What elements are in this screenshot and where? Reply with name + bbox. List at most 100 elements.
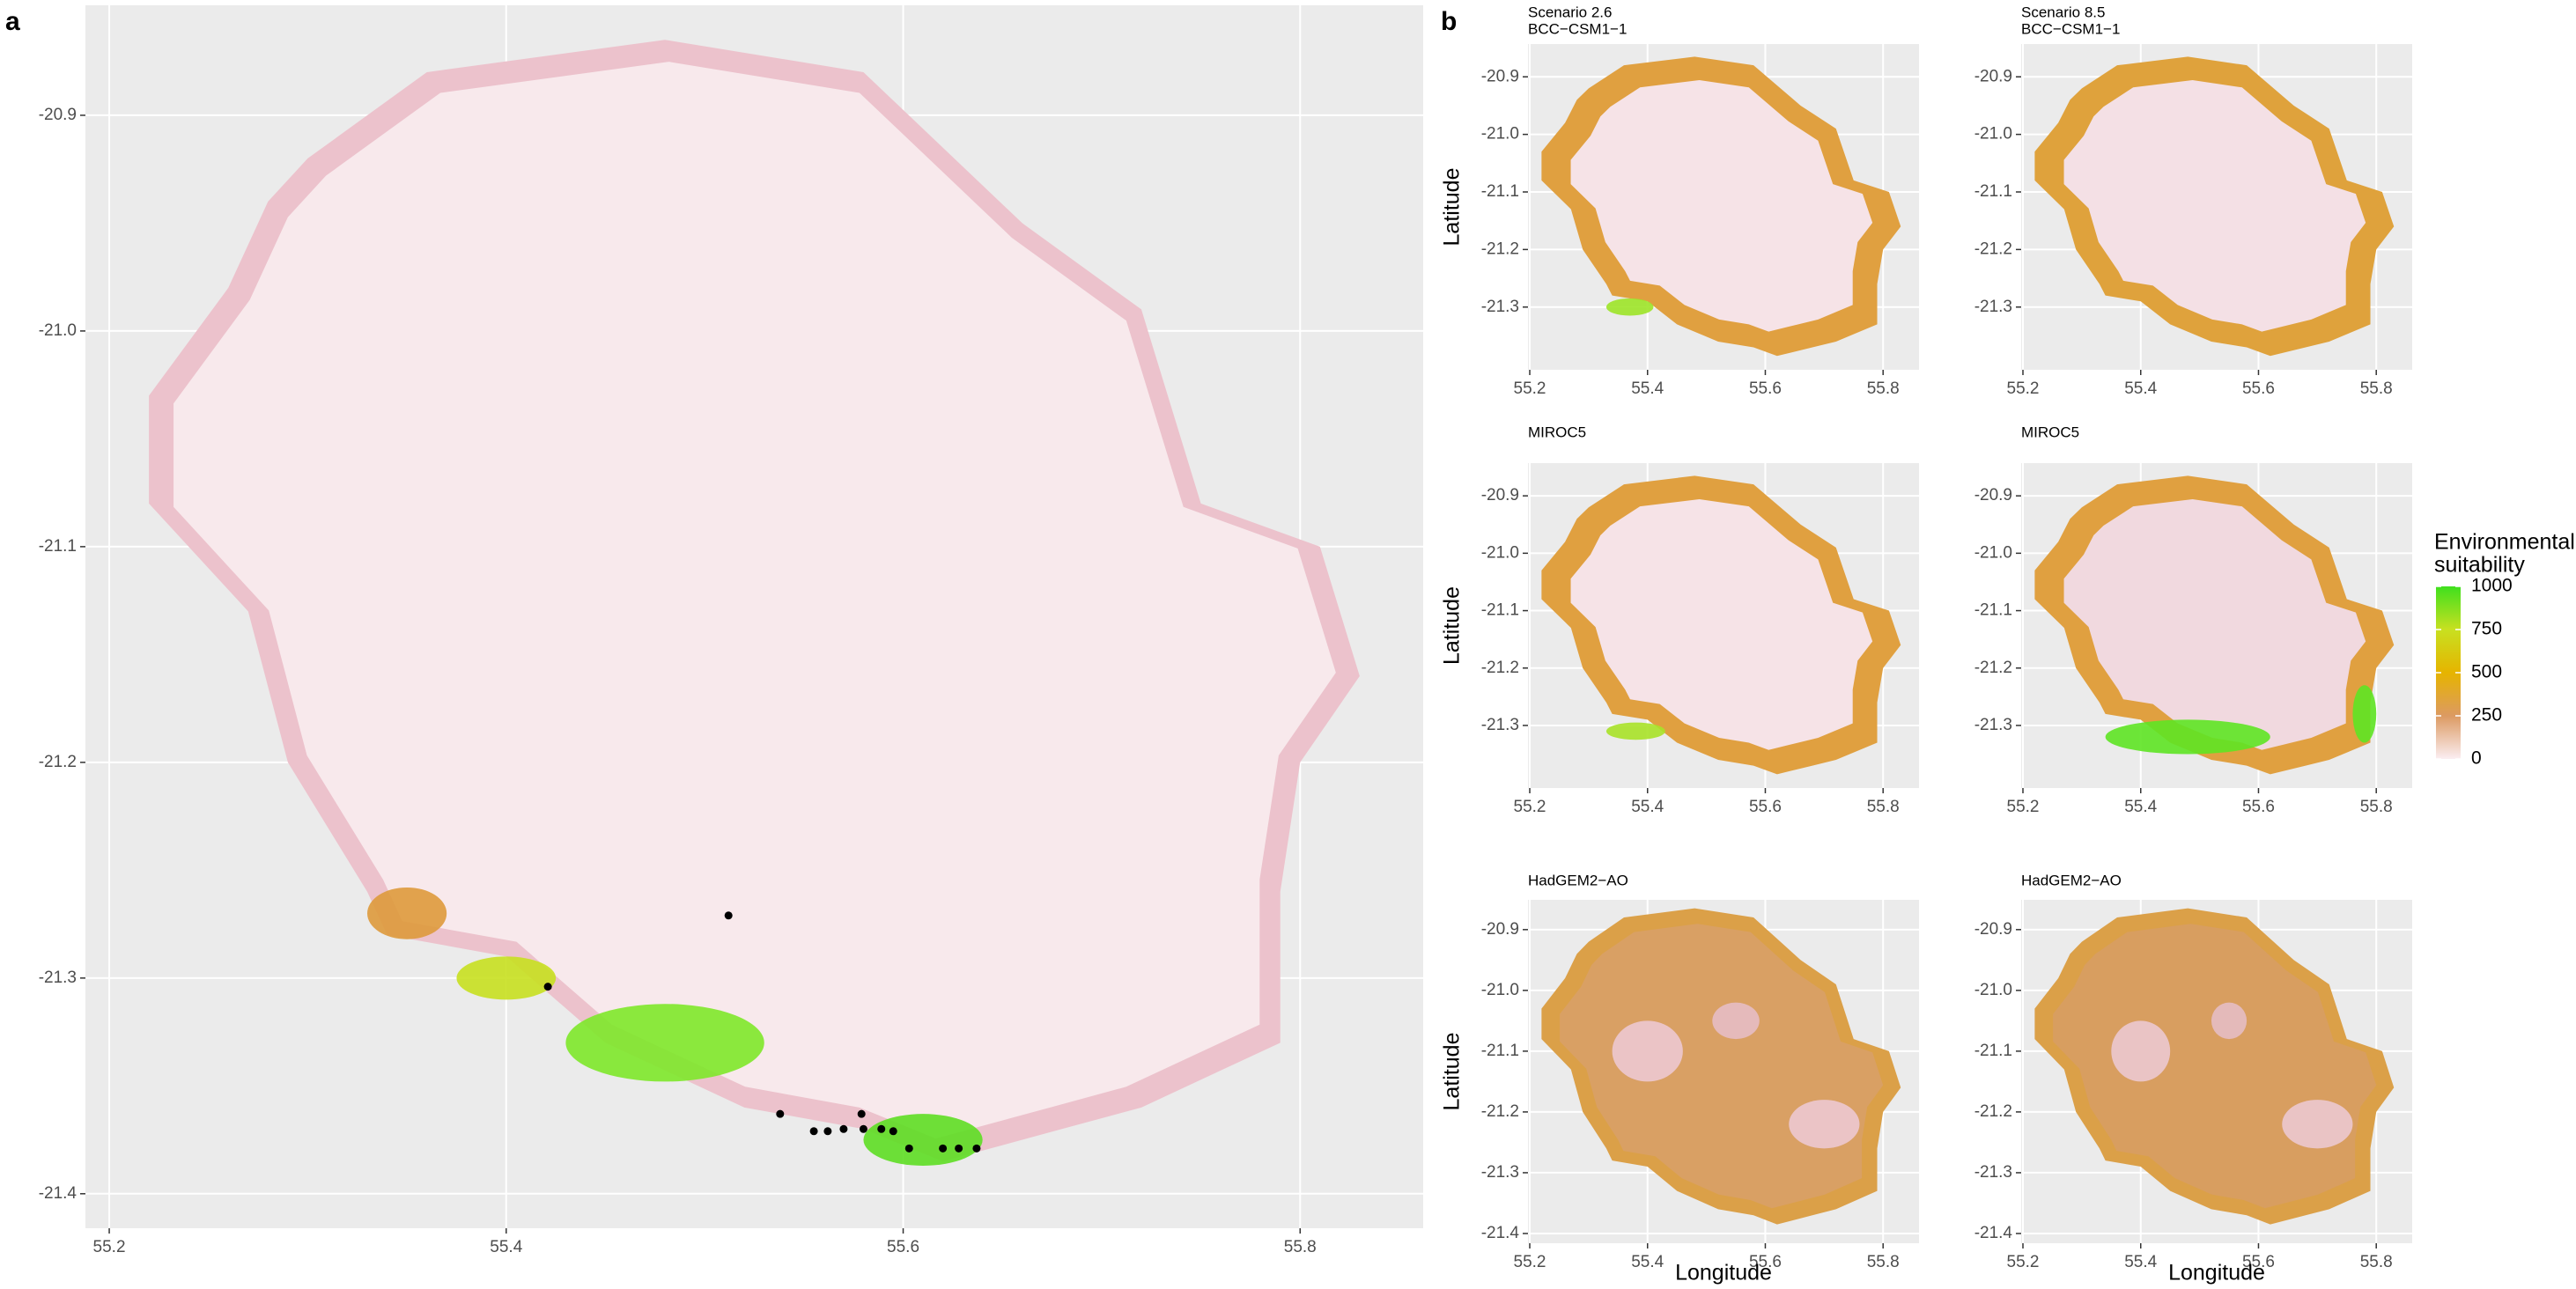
island-interior [2063,80,2366,332]
y-tick-label: -20.9 [1481,67,1519,85]
occurrence-point [859,1124,867,1133]
legend-title: Environmental [2434,530,2575,555]
x-tick-label: 55.8 [1284,1238,1317,1256]
x-tick-label: 55.4 [490,1238,522,1256]
occurrence-point [809,1127,818,1136]
map [149,40,1360,1166]
island-interior [173,62,1336,1139]
y-tick-label: -21.1 [1481,1042,1519,1060]
occurrence-point [776,1109,785,1118]
suitability-patch [565,1004,764,1082]
map [1541,56,1901,357]
legend-tick-label: 1000 [2471,576,2513,596]
suitability-patch [1605,298,1654,316]
x-tick-label: 55.8 [2360,379,2393,398]
panel-title: MIROC5 [1528,424,1586,440]
suitability-patch [456,956,557,1000]
x-tick-label: 55.2 [2007,798,2040,816]
x-tick-label: 55.6 [1749,379,1782,398]
x-tick-label: 55.8 [2360,1253,2393,1271]
x-tick-label: 55.8 [1867,1253,1900,1271]
x-tick-label: 55.8 [1867,379,1900,398]
map [1541,908,1901,1225]
occurrence-point [904,1144,913,1153]
suitability-patch [1605,722,1665,740]
x-tick-label: 55.4 [1631,379,1664,398]
legend-title: suitability [2434,553,2525,578]
y-tick-label: -20.9 [1481,920,1519,939]
suitability-patch [2105,719,2270,755]
island-interior [1570,80,1873,332]
suitability-patch [2111,1020,2171,1082]
map [2034,56,2395,357]
x-axis-title: Longitude [1675,1261,1772,1285]
y-tick-label: -21.0 [1974,125,2012,144]
occurrence-point [543,983,552,991]
suitability-patch [2282,1100,2353,1149]
occurrence-point [877,1124,886,1133]
x-tick-label: 55.4 [1631,1253,1664,1271]
x-tick-label: 55.6 [2242,379,2275,398]
y-tick-label: -21.2 [39,753,77,771]
x-tick-label: 55.4 [2124,379,2157,398]
x-tick-label: 55.2 [1514,1253,1546,1271]
panel-subtitle: BCC−CSM1−1 [1528,20,1627,37]
x-tick-label: 55.2 [2007,379,2040,398]
y-tick-label: -21.1 [1481,601,1519,620]
map [2034,908,2395,1225]
y-tick-label: -21.3 [1481,1163,1519,1182]
y-axis-title: Latitude [1440,168,1465,247]
y-tick-label: -21.1 [1481,182,1519,201]
suitability-patch [1789,1100,1860,1149]
y-tick-label: -20.9 [1974,486,2012,505]
x-tick-label: 55.2 [2007,1253,2040,1271]
occurrence-point [939,1144,948,1153]
y-tick-label: -21.1 [1974,601,2012,620]
y-tick-label: -21.2 [1481,659,1519,677]
panel-title: Scenario 8.5 [2021,4,2105,20]
occurrence-point [972,1144,981,1153]
map [2034,475,2395,775]
y-tick-label: -20.9 [1974,67,2012,85]
x-tick-label: 55.6 [1749,1253,1782,1271]
x-tick-label: 55.6 [2242,798,2275,816]
y-tick-label: -21.3 [1974,1163,2012,1182]
y-tick-label: -21.1 [39,537,77,556]
panel-label: a [5,7,20,36]
x-axis-title: Longitude [2168,1261,2265,1285]
suitability-patch [1712,1002,1760,1040]
map [1541,475,1901,775]
legend-tick-label: 750 [2471,619,2502,639]
panel-title: MIROC5 [2021,424,2079,440]
y-tick-label: -20.9 [1974,920,2012,939]
occurrence-point [857,1109,866,1118]
x-tick-label: 55.8 [1867,798,1900,816]
x-tick-label: 55.6 [2242,1253,2275,1271]
y-tick-label: -20.9 [39,106,77,124]
x-tick-label: 55.8 [2360,798,2393,816]
y-tick-label: -21.2 [1974,659,2012,677]
occurrence-point [823,1127,832,1136]
y-tick-label: -21.3 [1974,298,2012,316]
occurrence-point [955,1144,963,1153]
island-interior [2063,498,2366,750]
y-tick-label: -21.2 [1481,239,1519,258]
x-tick-label: 55.2 [93,1238,126,1256]
y-tick-label: -21.1 [1974,182,2012,201]
legend-tick-label: 250 [2471,705,2502,726]
suitability-patch [1612,1020,1683,1082]
y-tick-label: -21.4 [1481,1224,1520,1242]
x-tick-label: 55.2 [1514,379,1546,398]
x-tick-label: 55.4 [2124,798,2157,816]
island-interior [1570,498,1873,750]
y-tick-label: -20.9 [1481,486,1519,505]
x-tick-label: 55.6 [887,1238,919,1256]
legend-tick-label: 0 [2471,748,2482,769]
suitability-patch [2352,685,2377,743]
y-axis-title: Latitude [1440,1033,1465,1111]
panel-title: Scenario 2.6 [1528,4,1612,20]
x-tick-label: 55.2 [1514,798,1546,816]
y-tick-label: -21.2 [1974,1102,2012,1121]
y-tick-label: -21.3 [1481,716,1519,734]
